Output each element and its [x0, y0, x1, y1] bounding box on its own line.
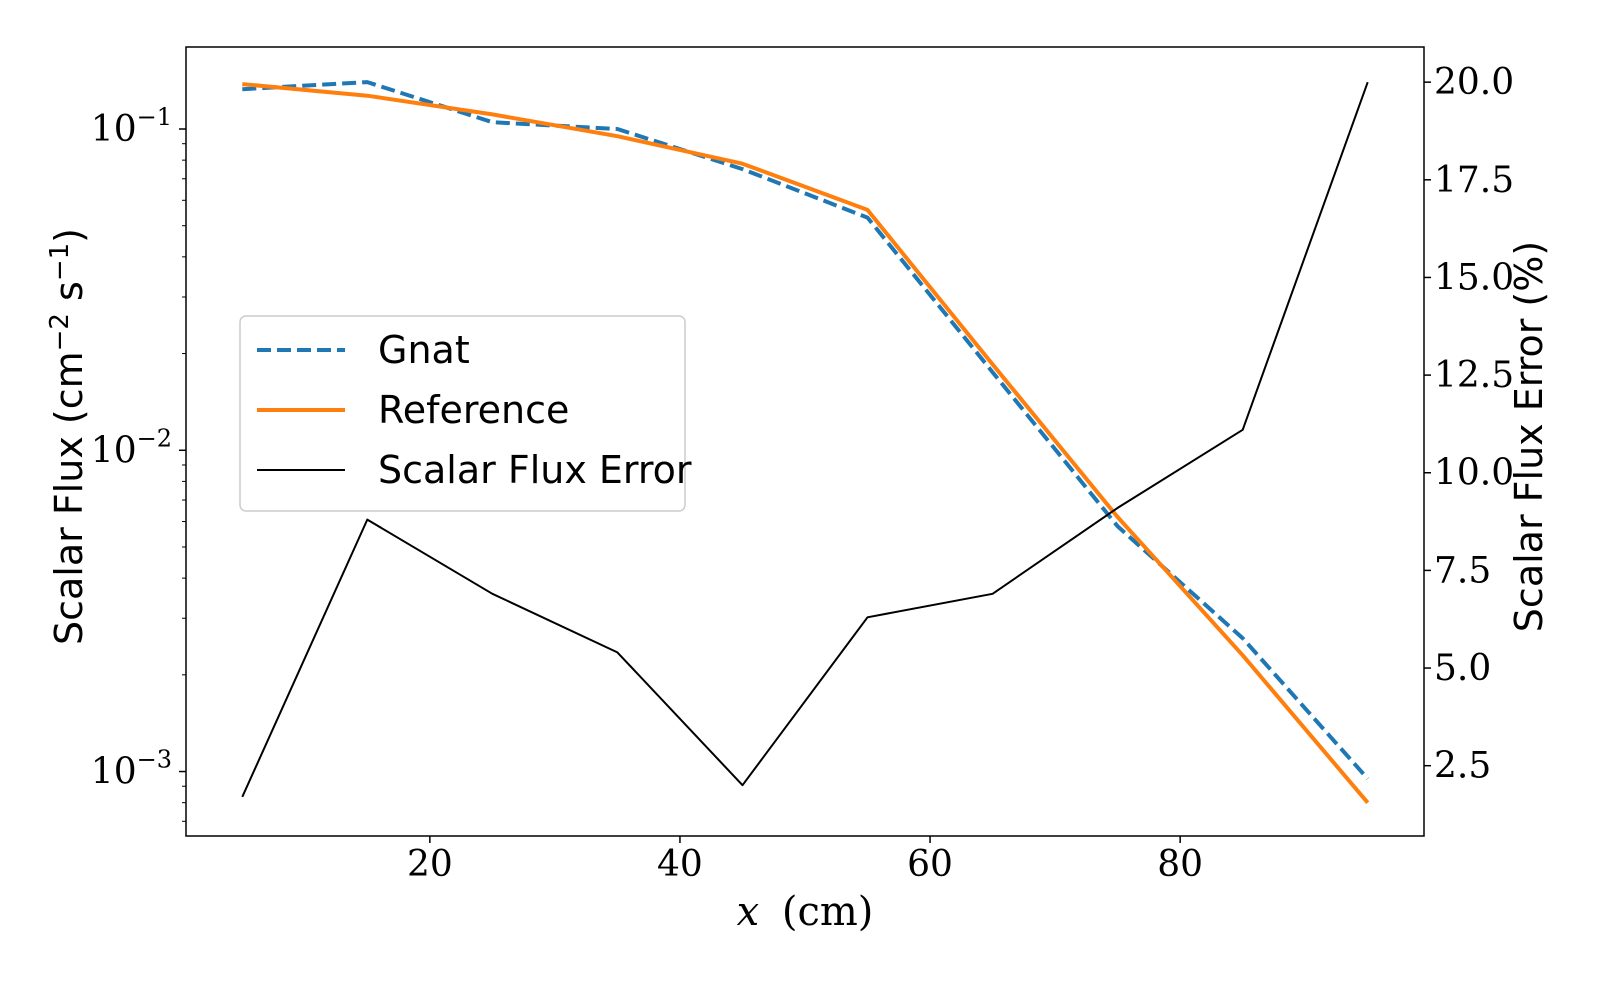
plot-frame	[185, 46, 1425, 837]
series-layer	[241, 80, 1370, 804]
y-right-tick-label: 12.5	[1434, 355, 1514, 396]
y-right-tick-label: 2.5	[1434, 746, 1491, 787]
x-tick-label: 60	[907, 844, 953, 885]
y-left-tick-label: 10−3	[91, 746, 172, 793]
y-right-axis-title: Scalar Flux Error (%)	[1507, 241, 1551, 632]
legend-label-error: Scalar Flux Error	[378, 448, 692, 492]
legend: Gnat Reference Scalar Flux Error	[239, 315, 692, 512]
y-right-tick-label: 15.0	[1434, 257, 1514, 298]
y-right-tick-label: 17.5	[1434, 160, 1514, 201]
y-left-title-part: )	[47, 228, 91, 243]
y-right-tick-label: 5.0	[1434, 648, 1491, 689]
x-axis-title: x (cm)	[737, 889, 874, 935]
series-line-gnat	[242, 80, 1370, 781]
y-left-title-exp: −2	[45, 313, 75, 351]
tick-layer: 20 40 60 80 10−1 10−2 10−3 2.5 5.0 7.5 10.0 12.5 15.…	[91, 62, 1514, 885]
y-left-title-part: s	[47, 281, 91, 313]
legend-label-gnat: Gnat	[378, 328, 470, 372]
x-tick-label: 40	[657, 844, 703, 885]
legend-label-reference: Reference	[378, 388, 569, 432]
y-right-tick-label: 20.0	[1434, 62, 1514, 103]
x-axis-unit: (cm)	[782, 889, 874, 935]
x-tick-label: 80	[1157, 844, 1203, 885]
y-left-tick-label: 10−2	[91, 424, 172, 471]
y-left-title-part: Scalar Flux (cm	[47, 351, 91, 645]
y-right-tick-label: 10.0	[1434, 453, 1514, 494]
y-left-title-exp: −1	[45, 243, 75, 281]
y-left-tick-label: 10−1	[91, 103, 172, 150]
series-line-scalar-flux-error	[241, 81, 1369, 798]
x-axis-variable: x	[737, 889, 760, 935]
y-right-tick-label: 7.5	[1434, 550, 1491, 591]
series-line-reference	[242, 82, 1370, 804]
y-left-axis-title: Scalar Flux (cm−2 s−1)	[45, 228, 91, 645]
legend-frame	[239, 315, 686, 512]
x-tick-label: 20	[407, 844, 453, 885]
